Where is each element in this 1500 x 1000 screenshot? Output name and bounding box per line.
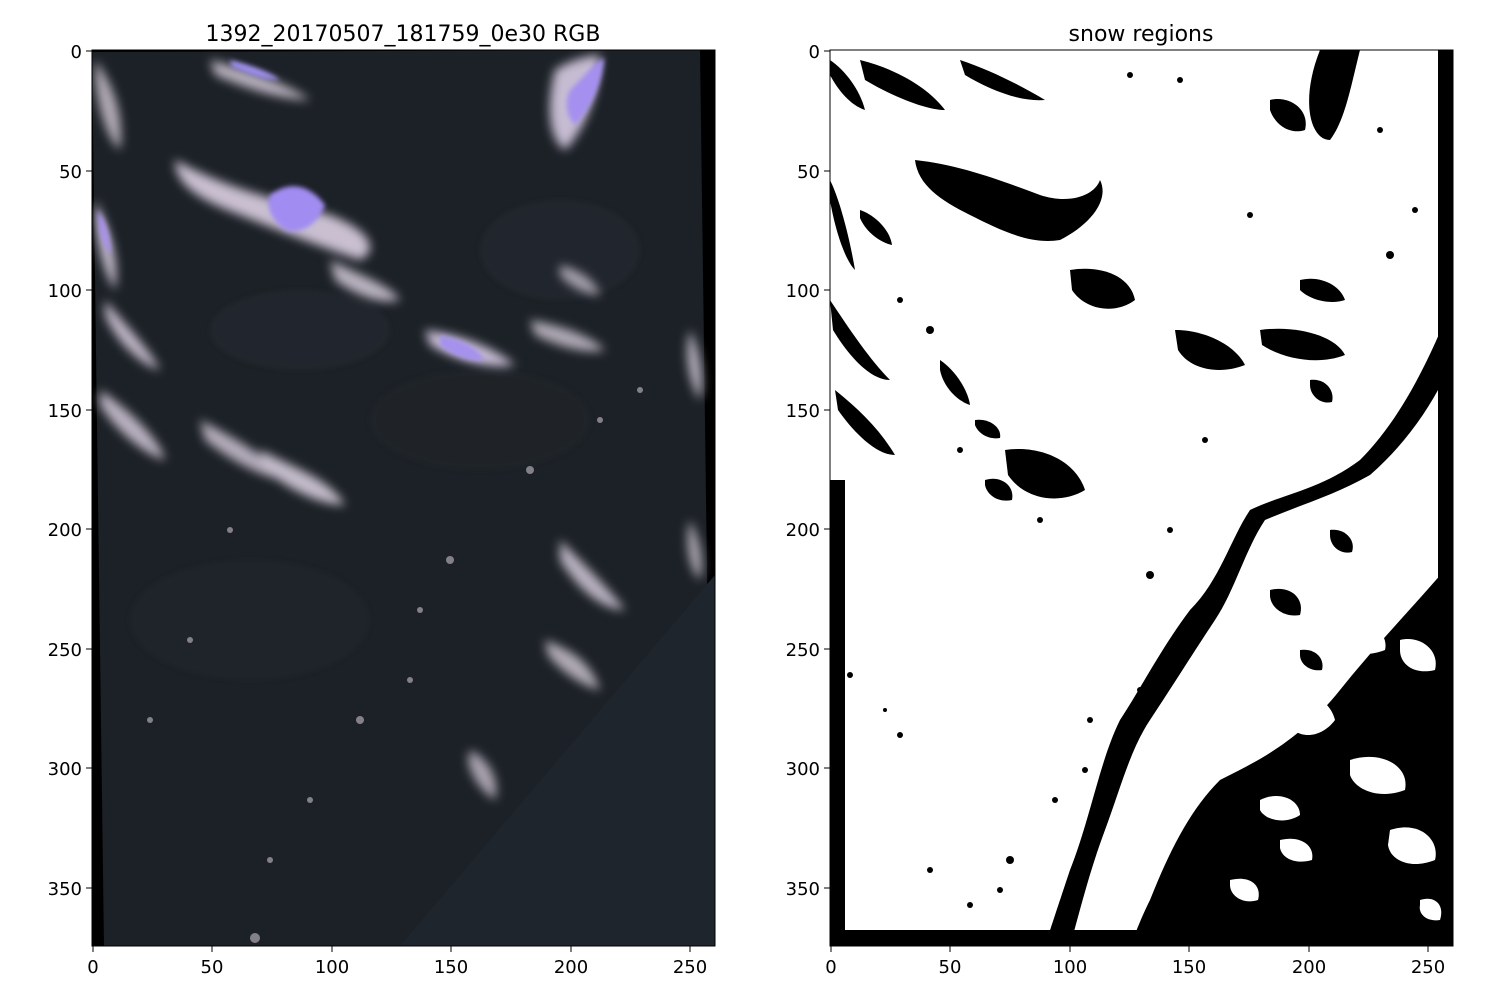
snow-mask-y-tick-label: 0 [809, 42, 820, 63]
snow-mask-image [830, 50, 1453, 946]
rgb-panel-title: 1392_20170507_181759_0e30 RGB [206, 22, 601, 47]
snow-mask-x-tick-label: 0 [825, 957, 836, 978]
snow-mask-y-tick-label: 50 [797, 162, 820, 183]
rgb-x-ticks: 0 50 100 150 200 250 [87, 946, 707, 978]
rgb-y-tick-label: 150 [48, 401, 82, 422]
snow-mask-axes-frame [829, 49, 1454, 947]
rgb-axes-frame [91, 49, 716, 947]
rgb-y-tick-label: 350 [48, 879, 82, 900]
rgb-x-tick-label: 200 [554, 957, 588, 978]
rgb-x-tick-label: 0 [87, 957, 98, 978]
snow-mask-panel: snow regions [786, 22, 1454, 978]
snow-mask-y-ticks: 0 50 100 150 200 250 300 350 [786, 42, 830, 900]
rgb-y-tick-label: 50 [59, 162, 82, 183]
snow-mask-y-tick-label: 100 [786, 281, 820, 302]
rgb-x-tick-label: 50 [201, 957, 224, 978]
rgb-y-tick-label: 250 [48, 640, 82, 661]
snow-mask-x-ticks: 0 50 100 150 200 250 [825, 946, 1445, 978]
rgb-y-tick-label: 0 [71, 42, 82, 63]
rgb-x-tick-label: 150 [434, 957, 468, 978]
rgb-y-tick-label: 300 [48, 759, 82, 780]
snow-mask-y-tick-label: 150 [786, 401, 820, 422]
snow-mask-x-tick-label: 200 [1292, 957, 1326, 978]
snow-mask-x-tick-label: 150 [1172, 957, 1206, 978]
snow-mask-y-tick-label: 200 [786, 520, 820, 541]
snow-mask-y-tick-label: 250 [786, 640, 820, 661]
snow-mask-x-tick-label: 100 [1053, 957, 1087, 978]
snow-mask-panel-title: snow regions [1069, 22, 1214, 47]
snow-mask-y-tick-label: 300 [786, 759, 820, 780]
snow-mask-y-tick-label: 350 [786, 879, 820, 900]
violet-snow-cores [98, 58, 604, 361]
snow-mask-x-tick-label: 250 [1411, 957, 1445, 978]
rgb-panel: 1392_20170507_181759_0e30 RGB [48, 22, 716, 978]
snow-mask-x-tick-label: 50 [939, 957, 962, 978]
rgb-y-tick-label: 100 [48, 281, 82, 302]
rgb-x-tick-label: 250 [673, 957, 707, 978]
rgb-y-tick-label: 200 [48, 520, 82, 541]
rgb-y-ticks: 0 50 100 150 200 250 300 350 [48, 42, 92, 900]
rgb-x-tick-label: 100 [315, 957, 349, 978]
rgb-image [92, 50, 715, 946]
